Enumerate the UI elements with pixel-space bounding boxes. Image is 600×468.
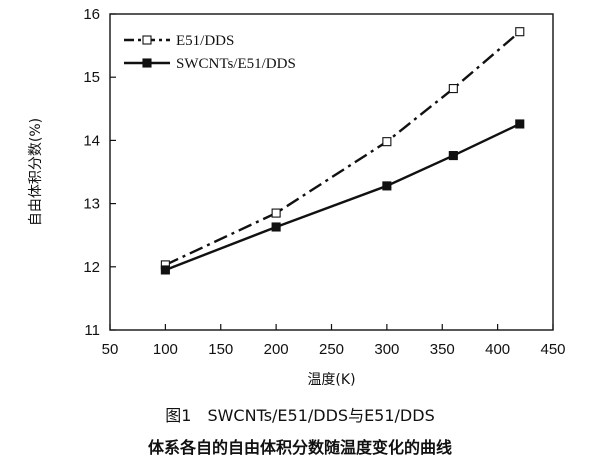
y-tick-label: 11	[84, 322, 100, 339]
y-tick-label: 15	[83, 69, 100, 86]
y-tick-label: 13	[83, 196, 100, 213]
figure-caption-line-2: 体系各自的自由体积分数随温度变化的曲线	[147, 438, 452, 457]
y-tick-label: 12	[83, 259, 100, 276]
figure-caption-line-1: 图1 SWCNTs/E51/DDS与E51/DDS	[165, 406, 435, 425]
x-tick-label: 400	[485, 341, 510, 358]
legend-marker-2	[142, 58, 152, 68]
y-tick-label: 14	[83, 132, 100, 149]
data-point	[382, 181, 392, 191]
x-tick-label: 300	[374, 341, 399, 358]
x-tick-label: 150	[208, 341, 233, 358]
legend-label-2: SWCNTs/E51/DDS	[176, 56, 296, 72]
data-point	[448, 84, 458, 94]
data-point	[515, 27, 525, 37]
data-point	[271, 222, 281, 232]
x-tick-label: 350	[430, 341, 455, 358]
data-point	[271, 208, 281, 218]
x-tick-label: 450	[540, 341, 565, 358]
series-line-2	[164, 122, 521, 272]
y-tick-label: 16	[83, 6, 100, 23]
x-tick-label: 50	[102, 341, 119, 358]
y-axis-title: 自由体积分数(%)	[28, 118, 44, 226]
data-point	[515, 119, 525, 129]
x-tick-label: 200	[264, 341, 289, 358]
chart: 50 100 150 200 250 300 350 400 450 11 12 13 14 15 16 E…	[28, 6, 566, 388]
x-axis-title: 温度(K)	[307, 372, 355, 388]
x-tick-label: 250	[319, 341, 344, 358]
legend-marker-1	[142, 35, 152, 45]
data-point	[382, 137, 392, 147]
data-point	[448, 151, 458, 161]
legend-label-1: E51/DDS	[176, 33, 234, 49]
x-tick-label: 100	[153, 341, 178, 358]
data-point	[160, 265, 170, 275]
